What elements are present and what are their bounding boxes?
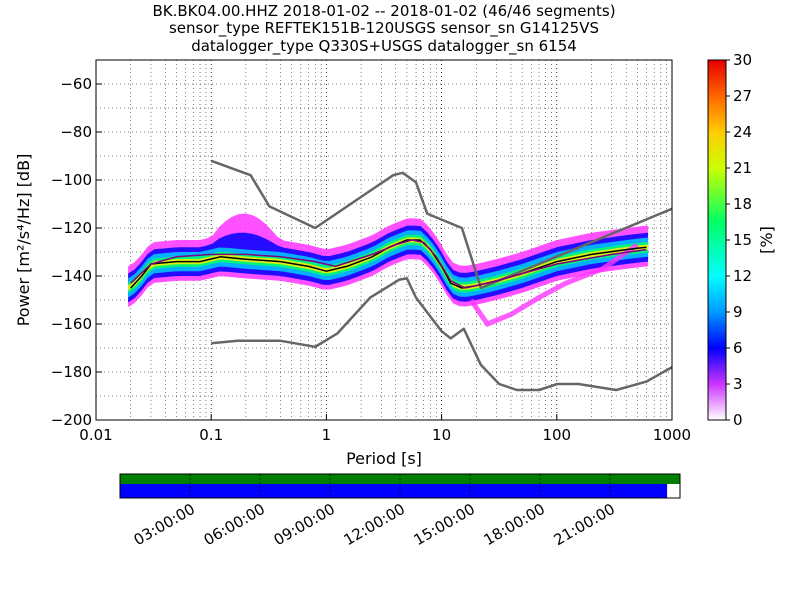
series-nhnm <box>210 159 672 290</box>
colorbar-tick-label: 9 <box>733 303 743 321</box>
data-coverage-bar <box>120 484 668 498</box>
colorbar-tick-label: 0 <box>733 411 743 429</box>
chart-title-line-3: datalogger_type Q330S+USGS datalogger_sn… <box>191 37 577 55</box>
ppsd-heat-bands <box>128 213 649 328</box>
x-tick-label: 0.1 <box>199 426 223 444</box>
time-tick-label: 12:00:00 <box>341 500 408 549</box>
colorbar-tick-label: 15 <box>733 231 752 249</box>
colorbar-tick-label: 3 <box>733 375 743 393</box>
density-lobe-long-period <box>468 242 639 328</box>
time-tick-label: 21:00:00 <box>551 500 618 549</box>
x-axis-label: Period [s] <box>346 449 422 468</box>
series-nlnm <box>211 277 672 392</box>
time-tick-label: 15:00:00 <box>411 500 478 549</box>
time-tick-label: 06:00:00 <box>201 500 268 549</box>
density-band-mid-high <box>128 234 649 294</box>
y-tick-label: −80 <box>60 123 92 141</box>
colorbar-tick-label: 6 <box>733 339 743 357</box>
colorbar-tick-label: 24 <box>733 123 752 141</box>
y-tick-label: −120 <box>51 219 92 237</box>
y-tick-label: −160 <box>51 315 92 333</box>
series-mean <box>130 239 647 289</box>
x-tick-label: 1000 <box>653 426 691 444</box>
chart-title-line-2: sensor_type REFTEK151B-120USGS sensor_sn… <box>168 19 600 37</box>
colorbar-tick-label: 21 <box>733 159 752 177</box>
time-tick-label: 03:00:00 <box>131 500 198 549</box>
time-tick-label: 18:00:00 <box>481 500 548 549</box>
x-tick-label: 100 <box>542 426 571 444</box>
time-tick-label: 09:00:00 <box>271 500 338 549</box>
x-axis: 0.01 0.1 1 10 100 1000 <box>79 414 691 444</box>
colorbar-tick-label: 18 <box>733 195 752 213</box>
colorbar-tick-label: 27 <box>733 87 752 105</box>
y-tick-label: −200 <box>51 411 92 429</box>
series-layer <box>130 159 672 392</box>
colorbar <box>707 59 727 421</box>
density-band-high <box>128 237 649 291</box>
y-tick-label: −100 <box>51 171 92 189</box>
plot-frame <box>95 59 673 421</box>
x-tick-label: 10 <box>432 426 451 444</box>
colorbar-ticks: 0 3 6 9 12 15 18 21 24 27 30 <box>726 51 752 429</box>
x-tick-label: 1 <box>322 426 332 444</box>
y-axis-label: Power [m²/s⁴/Hz] [dB] <box>14 154 33 327</box>
chart-title-line-1: BK.BK04.00.HHZ 2018-01-02 -- 2018-01-02 … <box>152 2 616 20</box>
y-tick-label: −60 <box>60 75 92 93</box>
colorbar-tick-label: 12 <box>733 267 752 285</box>
y-axis: −60 −80 −100 −120 −140 −160 −180 −200 <box>51 75 102 429</box>
colorbar-label: [%] <box>757 226 776 254</box>
density-band-mid <box>128 230 649 298</box>
x-tick-label: 0.01 <box>79 426 112 444</box>
y-tick-label: −180 <box>51 363 92 381</box>
y-tick-label: −140 <box>51 267 92 285</box>
colorbar-tick-label: 30 <box>733 51 752 69</box>
